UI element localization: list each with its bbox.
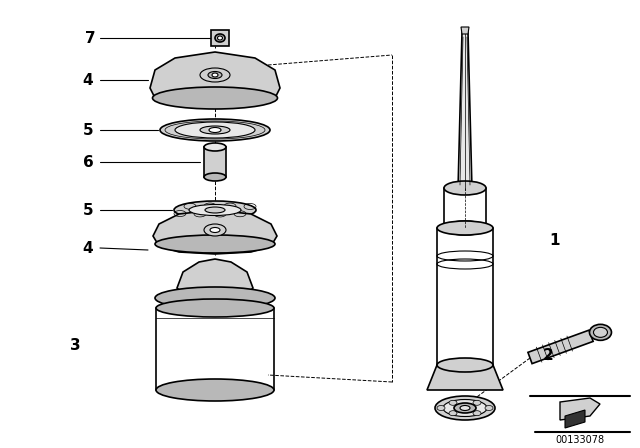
Text: 1: 1 (550, 233, 560, 247)
Ellipse shape (200, 126, 230, 134)
Ellipse shape (174, 201, 256, 219)
Ellipse shape (473, 401, 481, 405)
Polygon shape (458, 32, 472, 190)
Ellipse shape (156, 379, 274, 401)
Ellipse shape (437, 405, 445, 410)
Ellipse shape (175, 122, 255, 138)
Ellipse shape (155, 287, 275, 309)
Ellipse shape (160, 119, 270, 141)
Text: 4: 4 (83, 73, 93, 87)
Text: 4: 4 (83, 241, 93, 255)
Polygon shape (461, 27, 469, 34)
Ellipse shape (449, 401, 457, 405)
Polygon shape (427, 365, 503, 390)
Ellipse shape (155, 235, 275, 253)
Ellipse shape (444, 181, 486, 195)
Ellipse shape (204, 143, 226, 151)
Polygon shape (150, 52, 280, 108)
Polygon shape (211, 30, 229, 46)
Polygon shape (204, 147, 226, 177)
Text: 2: 2 (543, 348, 554, 362)
Text: 6: 6 (83, 155, 93, 169)
Polygon shape (153, 210, 277, 254)
Ellipse shape (156, 299, 274, 317)
Ellipse shape (437, 358, 493, 372)
Ellipse shape (443, 400, 487, 417)
Ellipse shape (152, 87, 278, 109)
Ellipse shape (218, 36, 223, 40)
Ellipse shape (460, 405, 470, 410)
Ellipse shape (485, 405, 493, 410)
Polygon shape (560, 398, 600, 420)
Ellipse shape (212, 73, 218, 77)
Ellipse shape (437, 221, 493, 235)
Text: 5: 5 (83, 122, 93, 138)
Ellipse shape (449, 411, 457, 416)
Polygon shape (177, 259, 253, 299)
Ellipse shape (215, 34, 225, 42)
Ellipse shape (189, 204, 241, 215)
Text: 3: 3 (70, 337, 80, 353)
Ellipse shape (209, 128, 221, 133)
Ellipse shape (208, 72, 222, 78)
Text: 5: 5 (83, 202, 93, 217)
Ellipse shape (435, 396, 495, 420)
Polygon shape (528, 330, 593, 364)
Ellipse shape (200, 68, 230, 82)
Ellipse shape (204, 224, 226, 236)
Ellipse shape (444, 221, 486, 235)
Ellipse shape (205, 207, 225, 213)
Ellipse shape (593, 327, 607, 337)
Ellipse shape (161, 289, 269, 306)
Ellipse shape (589, 324, 611, 340)
Ellipse shape (210, 228, 220, 233)
Text: 7: 7 (84, 30, 95, 46)
Ellipse shape (473, 411, 481, 416)
Text: 00133078: 00133078 (556, 435, 605, 445)
Polygon shape (565, 410, 585, 428)
Ellipse shape (454, 403, 476, 413)
Ellipse shape (204, 173, 226, 181)
